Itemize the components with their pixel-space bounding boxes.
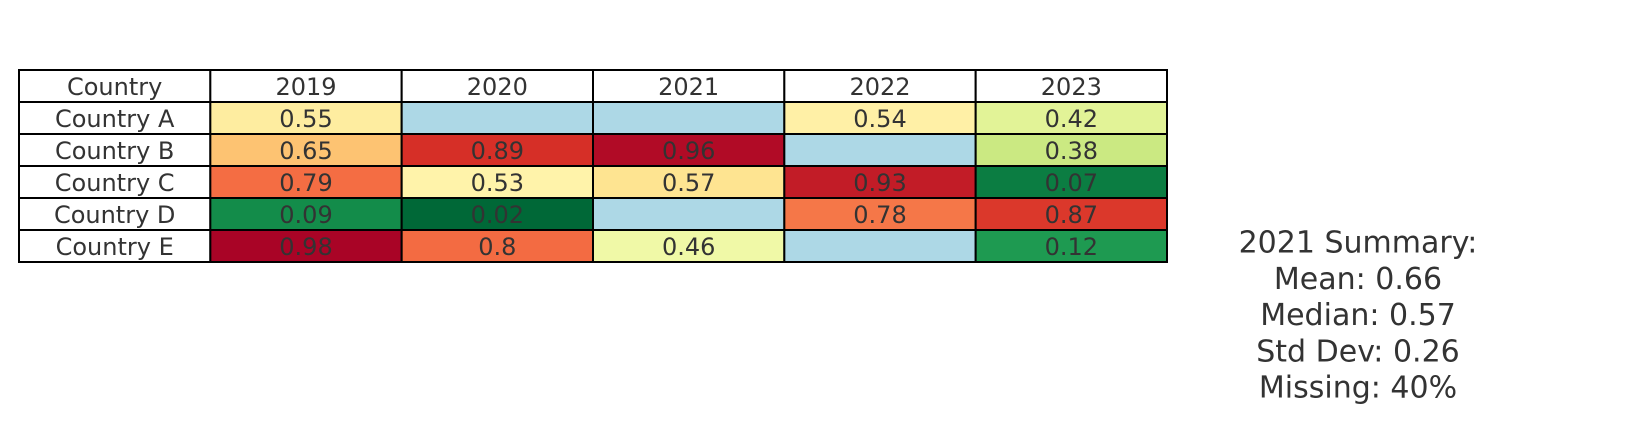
row-label: Country A: [55, 105, 175, 133]
cell-value: 0.65: [279, 137, 332, 165]
cell-value: 0.46: [662, 233, 715, 261]
header-text: 2021: [658, 73, 719, 101]
header-text: Country: [67, 73, 162, 101]
summary-line: Median: 0.57: [1260, 298, 1456, 333]
summary-line: Mean: 0.66: [1274, 262, 1442, 297]
table-cell: [209, 133, 403, 167]
cell-value: 0.55: [279, 105, 332, 133]
table-cell: [592, 133, 786, 167]
header-text: 2022: [849, 73, 910, 101]
header-text: 2020: [467, 73, 528, 101]
table-cell: [400, 229, 594, 263]
table-cell: [783, 229, 977, 263]
cell-value: 0.98: [279, 233, 332, 261]
cell-value: 0.57: [662, 169, 715, 197]
cell-value: 0.07: [1045, 169, 1098, 197]
cell-value: 0.8: [478, 233, 516, 261]
table-cell: [592, 101, 786, 135]
header-text: 2023: [1041, 73, 1102, 101]
header-cell: [18, 69, 212, 103]
table-cell: [974, 197, 1169, 231]
summary-line: Std Dev: 0.26: [1256, 334, 1460, 369]
summary-line: 2021 Summary:: [1239, 226, 1478, 261]
cell-value: 0.78: [853, 201, 906, 229]
cell-value: 0.02: [471, 201, 524, 229]
cell-value: 0.93: [853, 169, 906, 197]
cell-value: 0.79: [279, 169, 332, 197]
table-cell: [400, 101, 594, 135]
header-cell: [974, 69, 1169, 103]
table-cell: [592, 165, 786, 199]
cell-value: 0.89: [471, 137, 524, 165]
cell-value: 0.09: [279, 201, 332, 229]
cell-value: 0.38: [1045, 137, 1098, 165]
cell-value: 0.12: [1045, 233, 1098, 261]
table-cell: [209, 229, 403, 263]
table-cell: [974, 229, 1169, 263]
cell-value: 0.87: [1045, 201, 1098, 229]
table-cell: [974, 165, 1169, 199]
cell-value: 0.53: [471, 169, 524, 197]
table-cell: [18, 197, 212, 231]
row-label: Country C: [55, 169, 175, 197]
row-label: Country B: [55, 137, 174, 165]
row-label: Country E: [56, 233, 174, 261]
cell-value: 0.42: [1045, 105, 1098, 133]
table-cell: [18, 229, 212, 263]
table-cell: [783, 165, 977, 199]
table-cell: [209, 197, 403, 231]
table-cell: [592, 197, 786, 231]
cell-value: 0.54: [853, 105, 906, 133]
cell-value: 0.96: [662, 137, 715, 165]
row-label: Country D: [54, 201, 175, 229]
summary-line: Missing: 40%: [1259, 371, 1457, 406]
table-cell: [783, 133, 977, 167]
header-text: 2019: [275, 73, 336, 101]
table-cell: [18, 165, 212, 199]
table-cell: [974, 101, 1169, 135]
table-cell: [209, 101, 403, 135]
table-cell: [209, 165, 403, 199]
